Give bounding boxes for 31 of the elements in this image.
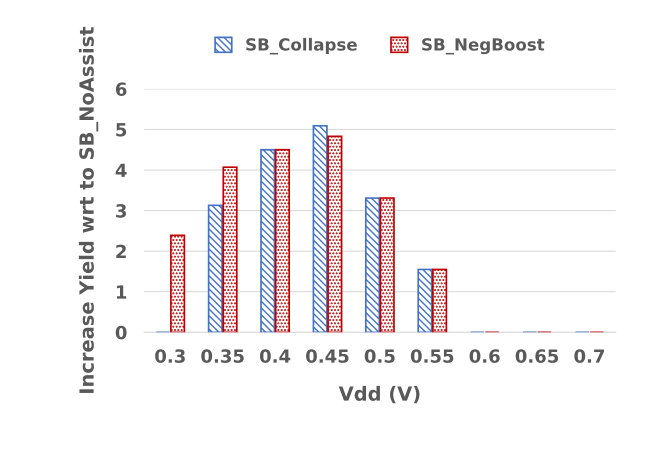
bar: [260, 148, 276, 332]
x-tick-label: 0.45: [306, 349, 349, 363]
legend-label: SB_NegBoost: [422, 38, 544, 54]
bar: [312, 124, 328, 332]
bar: [380, 197, 395, 332]
y-axis-title: Increase Yield wrt to SB_NoAssist: [78, 26, 98, 393]
x-tick-label: 0.6: [470, 349, 500, 363]
x-tick-label: 0.55: [410, 349, 454, 363]
x-tick-label: 0.7: [574, 349, 604, 363]
y-tick-label: 1: [116, 285, 126, 299]
x-tick-label: 0.5: [364, 349, 395, 363]
bar: [170, 234, 186, 332]
y-tick-label: 0: [116, 326, 127, 340]
y-tick-label: 2: [116, 244, 126, 258]
bar: [417, 268, 433, 332]
bar: [274, 148, 290, 332]
x-tick-label: 0.35: [201, 349, 244, 363]
bar: [432, 268, 448, 332]
bar: [222, 166, 238, 332]
y-tick-label: 5: [116, 123, 126, 137]
x-tick-label: 0.4: [260, 349, 290, 363]
y-tick-label: 3: [116, 204, 126, 218]
bar: [208, 204, 223, 332]
bar: [364, 197, 380, 332]
x-tick-label: 0.65: [516, 349, 558, 363]
x-tick-label: 0.3: [155, 349, 185, 363]
bar: [327, 136, 342, 332]
x-axis-title: Vdd (V): [338, 386, 420, 404]
y-tick-label: 4: [116, 164, 127, 177]
legend-label: SB_Collapse: [246, 38, 357, 54]
y-tick-label: 6: [116, 82, 126, 96]
